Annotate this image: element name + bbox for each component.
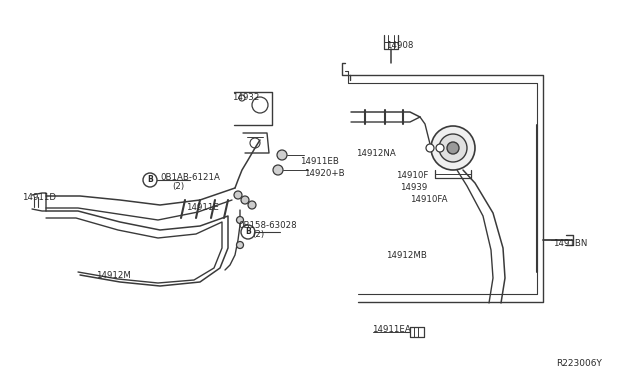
- Text: 14911E: 14911E: [186, 203, 219, 212]
- Text: 0B1AB-6121A: 0B1AB-6121A: [160, 173, 220, 182]
- Circle shape: [234, 191, 242, 199]
- Circle shape: [143, 173, 157, 187]
- Circle shape: [248, 201, 256, 209]
- Circle shape: [426, 144, 434, 152]
- Circle shape: [273, 165, 283, 175]
- Circle shape: [241, 225, 255, 239]
- Circle shape: [239, 95, 245, 101]
- Circle shape: [447, 142, 459, 154]
- Text: B: B: [245, 228, 251, 237]
- Circle shape: [436, 144, 444, 152]
- Text: 14912MB: 14912MB: [386, 250, 427, 260]
- Circle shape: [237, 241, 243, 248]
- Text: 1491BN: 1491BN: [553, 240, 588, 248]
- Circle shape: [439, 134, 467, 162]
- Text: 14939: 14939: [400, 183, 428, 192]
- Text: 14932: 14932: [232, 93, 259, 103]
- Text: 14910F: 14910F: [396, 171, 428, 180]
- Circle shape: [277, 150, 287, 160]
- Text: R223006Y: R223006Y: [556, 359, 602, 369]
- Text: 14911EA: 14911EA: [372, 326, 411, 334]
- Text: (2): (2): [252, 231, 264, 240]
- Circle shape: [431, 126, 475, 170]
- Text: 14911D: 14911D: [22, 193, 56, 202]
- Text: 14908: 14908: [386, 42, 413, 51]
- Text: 14911EB: 14911EB: [300, 157, 339, 167]
- Circle shape: [241, 196, 249, 204]
- Text: B: B: [147, 176, 153, 185]
- Text: 14920+B: 14920+B: [304, 169, 344, 177]
- Text: 14910FA: 14910FA: [410, 196, 447, 205]
- Text: 14912M: 14912M: [96, 272, 131, 280]
- Text: 0B158-63028: 0B158-63028: [238, 221, 296, 231]
- Circle shape: [237, 217, 243, 224]
- Text: (2): (2): [172, 182, 184, 190]
- Text: 14912NA: 14912NA: [356, 148, 396, 157]
